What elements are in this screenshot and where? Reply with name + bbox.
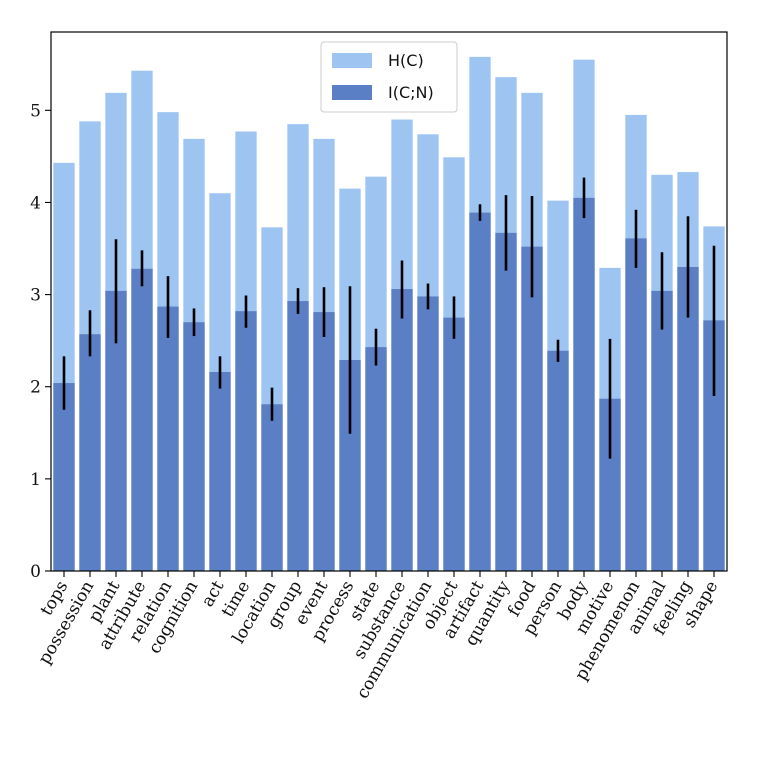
bar-i-motive [599,398,621,571]
bar-i-object [443,317,465,571]
bar-i-event [313,312,335,571]
bar-i-cognition [183,322,205,571]
bar-i-relation [157,306,179,571]
bar-i-location [261,404,283,571]
series-i-bars [53,197,725,572]
bar-i-act [209,371,231,571]
bar-i-food [521,246,543,571]
bar-i-phenomenon [625,238,647,571]
legend-swatch-i [332,85,372,100]
x-axis: topspossessionplantattributerelationcogn… [35,571,722,702]
legend-swatch-h [332,53,372,68]
bar-i-communication [417,296,439,571]
bar-i-artifact [469,212,491,572]
y-axis: 0 1 2 3 4 5 [30,101,51,582]
bar-i-feeling [677,266,699,571]
legend-label-h: H(C) [388,51,424,70]
bar-i-shape [703,320,725,571]
series-h-bars [53,56,725,572]
y-tick-label-5: 5 [30,101,41,121]
bar-i-substance [391,289,413,571]
bar-i-attribute [131,268,153,571]
legend-label-i: I(C;N) [388,83,434,102]
y-tick-label-2: 2 [30,378,41,398]
error-bars [62,177,716,459]
bar-i-tops [53,383,75,571]
bar-i-process [339,360,361,571]
bar-i-plant [105,290,127,571]
y-tick-label-1: 1 [30,470,41,490]
bar-i-animal [651,290,673,571]
y-tick-label-4: 4 [30,193,41,213]
legend: H(C) I(C;N) [320,41,458,113]
bar-i-possession [79,334,101,571]
y-tick-label-0: 0 [30,562,41,582]
bar-i-time [235,311,257,571]
bar-i-state [365,347,387,571]
bar-i-person [547,350,569,571]
bar-i-group [287,301,309,571]
y-tick-label-3: 3 [30,286,41,306]
bar-i-quantity [495,232,517,571]
plot-area-frame [50,31,728,572]
bar-i-body [573,197,595,571]
